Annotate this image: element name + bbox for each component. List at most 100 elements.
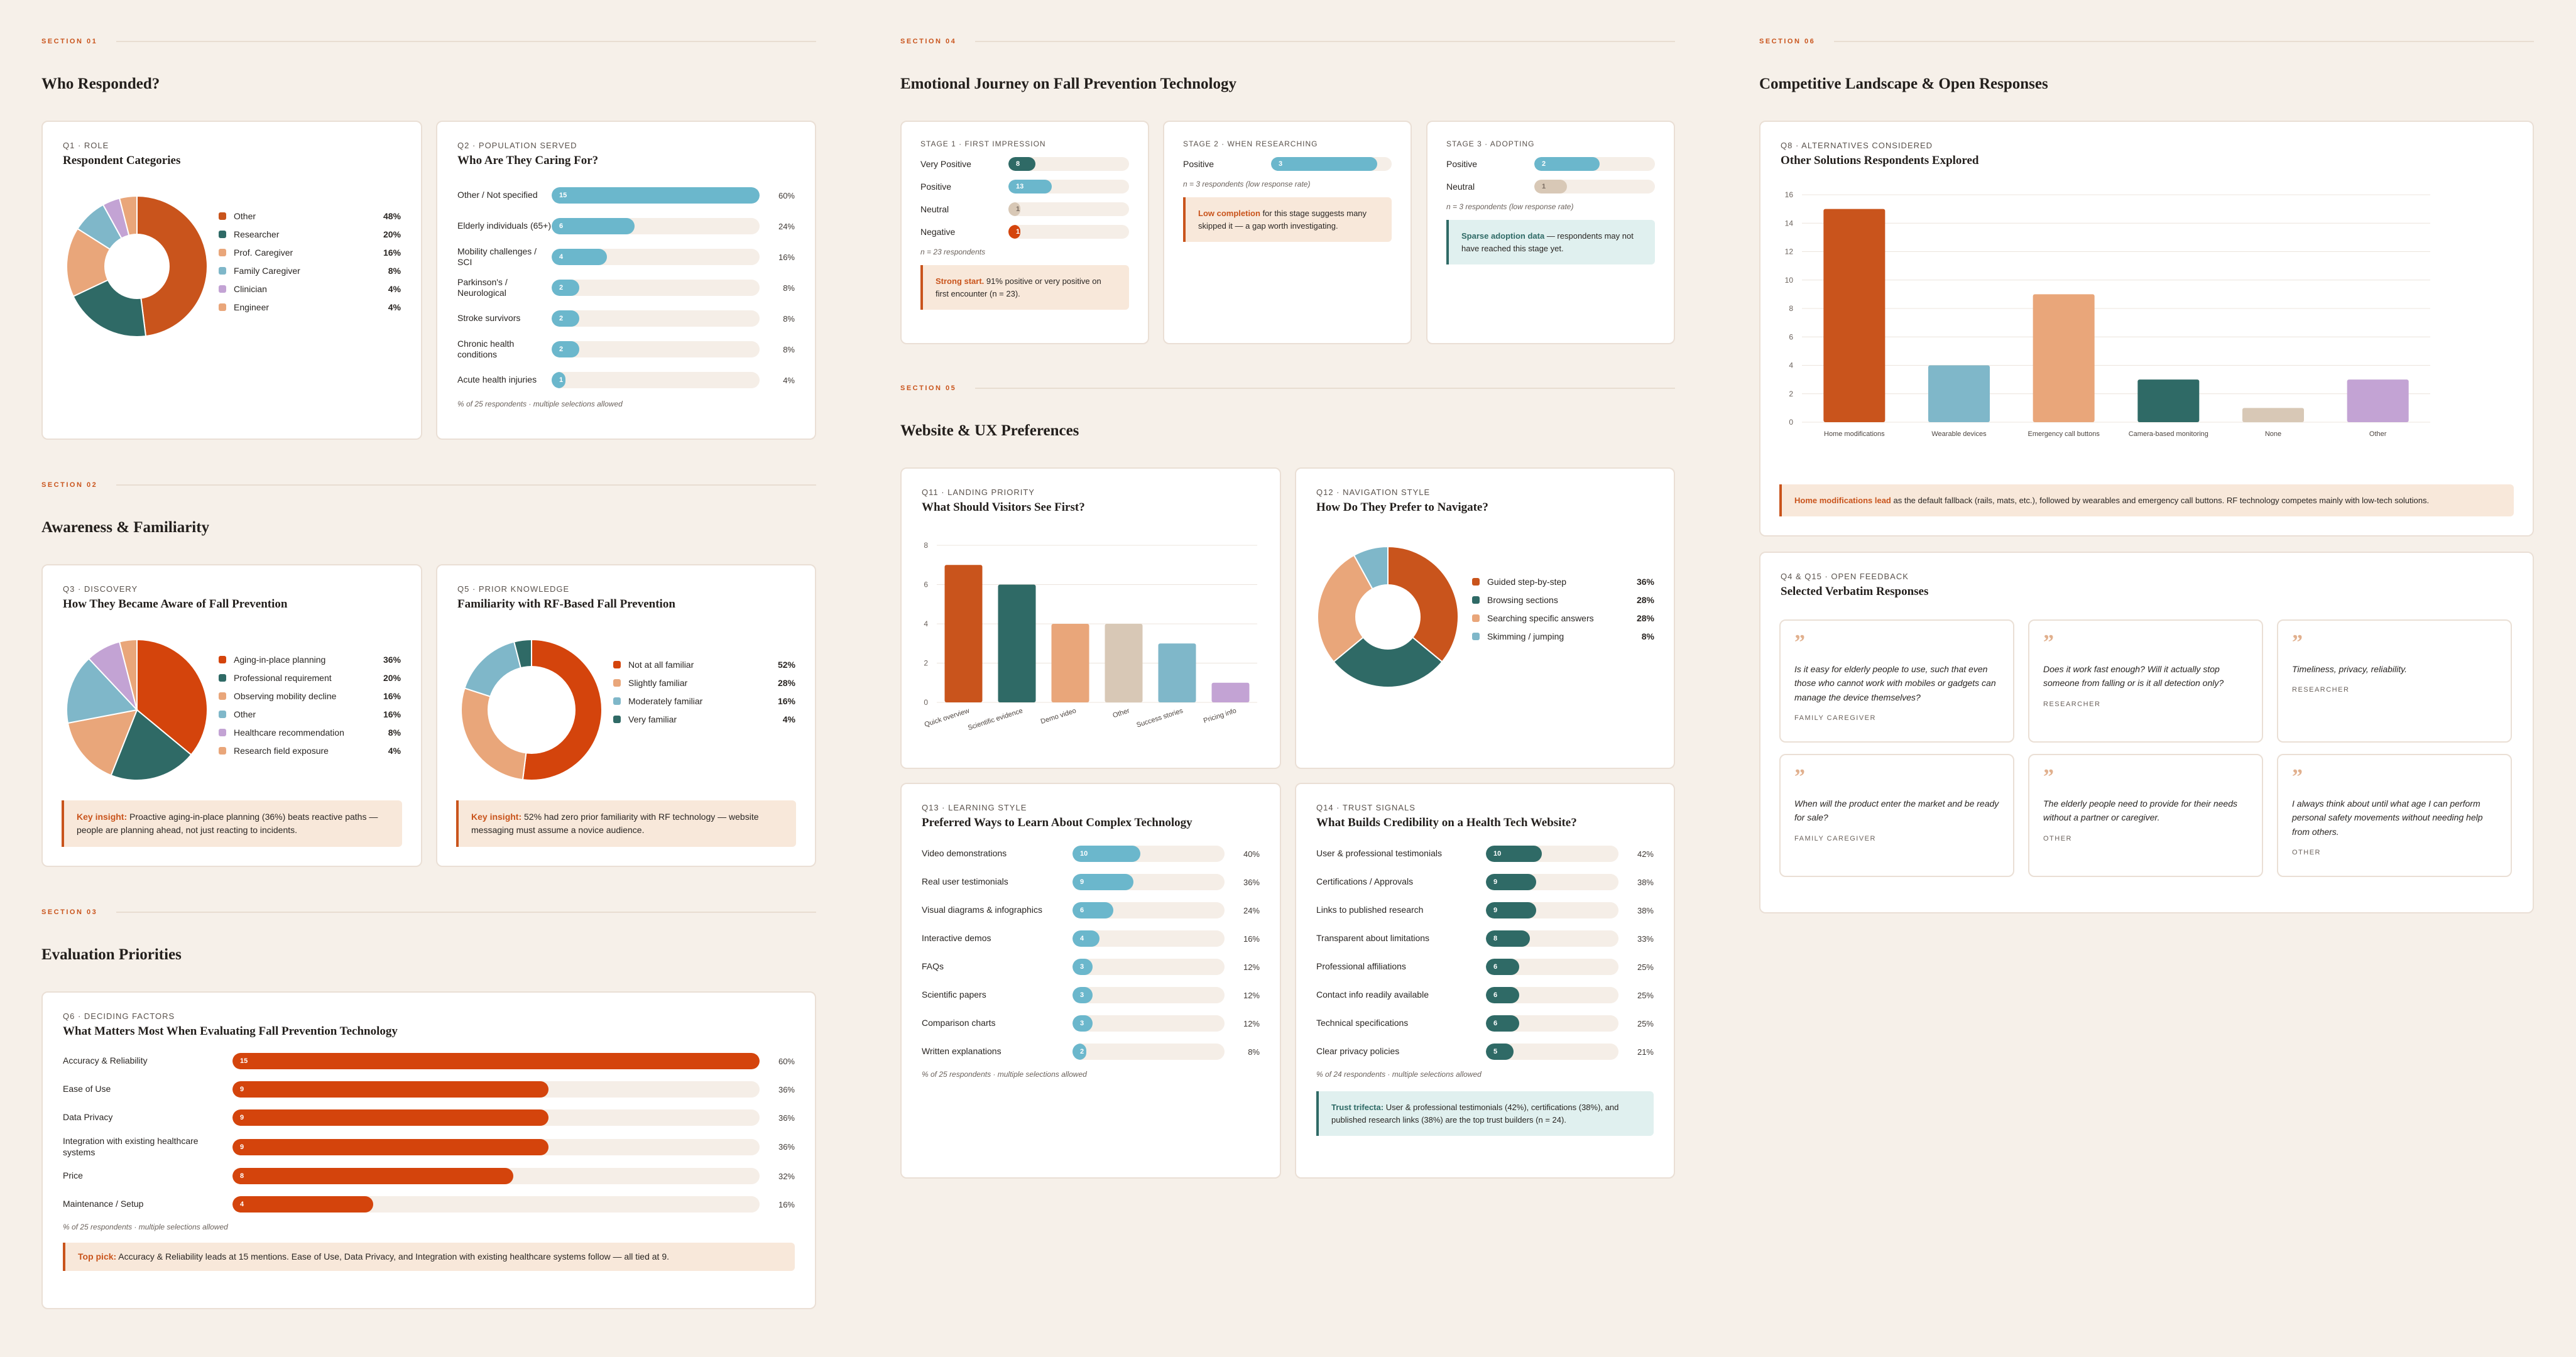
bar-row: Parkinson's / Neurological 2 8% (457, 276, 795, 299)
q5-card: Q5 · PRIOR KNOWLEDGE Familiarity with RF… (436, 564, 816, 867)
legend-percent: 8% (388, 728, 401, 738)
x-tick-label: Success stories (1135, 707, 1184, 729)
legend-label: Guided step-by-step (1487, 577, 1567, 587)
bar-track: 6 (1486, 987, 1618, 1003)
quote-card: ” The elderly people need to provide for … (2028, 754, 2263, 877)
bar-track: 4 (1072, 930, 1225, 947)
quote-role: RESEARCHER (2043, 700, 2101, 708)
bar-track: 2 (1072, 1044, 1225, 1060)
legend-label: Other (234, 211, 256, 221)
bar-row: User & professional testimonials 10 42% (1316, 844, 1654, 864)
stage-3-note: n = 3 respondents (low response rate) (1446, 202, 1574, 211)
question-label: Q14 · TRUST SIGNALS (1316, 803, 1416, 812)
quote-text: I always think about until what age I ca… (2292, 798, 2483, 837)
q1-card: Q1 · ROLE Respondent Categories Other 48%… (41, 121, 422, 440)
legend-label: Browsing sections (1487, 595, 1558, 605)
insight-key: Sparse adoption data (1461, 231, 1545, 241)
insight-key: Home modifications lead (1794, 495, 1891, 505)
x-tick-label: Pricing info (1203, 707, 1237, 724)
bar-label: Data Privacy (63, 1112, 113, 1123)
y-tick-label: 10 (1785, 276, 1794, 285)
legend-item: Browsing sections 28% (1472, 595, 1654, 605)
bar-percent: 60% (778, 1056, 795, 1066)
q2-card: Q2 · POPULATION SERVED Who Are They Cari… (436, 121, 816, 440)
q13-card: Q13 · LEARNING STYLE Preferred Ways to L… (900, 783, 1281, 1179)
bar-track: 9 (1072, 874, 1225, 890)
legend-swatch (219, 729, 226, 736)
legend-swatch (219, 249, 226, 256)
stage-row-label: Very Positive (920, 159, 971, 169)
insight-key: Key insight: (471, 812, 522, 822)
bar-percent: 21% (1637, 1047, 1654, 1057)
bar-row: Contact info readily available 6 25% (1316, 985, 1654, 1005)
legend-swatch (219, 656, 226, 663)
stage-3-insight: Sparse adoption data — respondents may n… (1446, 220, 1655, 264)
x-tick-label: Quick overview (924, 707, 971, 728)
bar-track: 15 (232, 1053, 760, 1069)
quote-mark-icon: ” (2292, 765, 2303, 788)
section-05: SECTION 05 Website & UX Preferences (900, 384, 1675, 440)
legend-swatch (219, 711, 226, 718)
legend-label: Moderately familiar (628, 696, 703, 706)
bar-fill: 6 (1072, 902, 1113, 918)
legend-percent: 8% (1641, 631, 1654, 641)
bar-fill: 9 (232, 1081, 549, 1098)
y-tick-label: 6 (924, 580, 928, 589)
y-tick-label: 16 (1785, 190, 1794, 199)
bar-label: Other / Not specified (457, 190, 538, 200)
bar-track: 1 (1008, 225, 1129, 239)
x-tick-label: Demo video (1040, 707, 1078, 726)
bar-fill: 9 (232, 1109, 549, 1126)
quote-card: ” When will the product enter the market … (1779, 754, 2014, 877)
bar-track: 2 (552, 341, 760, 357)
bar-fill: 3 (1072, 987, 1093, 1003)
insight-text: for this stage suggests many skipped it … (1198, 209, 1367, 231)
bar-percent: 38% (1637, 905, 1654, 915)
bar-percent: 16% (778, 252, 795, 262)
legend-swatch (613, 679, 621, 687)
legend-item: Aging-in-place planning 36% (219, 655, 401, 665)
bar-label: Contact info readily available (1316, 989, 1429, 1000)
insight-key: Top pick: (78, 1251, 117, 1262)
section-title: Awareness & Familiarity (41, 519, 210, 536)
legend-item: Skimming / jumping 8% (1472, 631, 1654, 641)
bar-row: Comparison charts 3 12% (922, 1013, 1260, 1033)
legend-label: Prof. Caregiver (234, 248, 293, 258)
legend-swatch (613, 661, 621, 668)
bar-label: FAQs (922, 961, 944, 972)
bar-track: 1 (1534, 180, 1655, 193)
legend-label: Not at all familiar (628, 660, 694, 670)
bar-track: 9 (232, 1138, 760, 1155)
bar-label: Interactive demos (922, 933, 991, 944)
legend-item: Researcher 20% (219, 229, 401, 239)
bar-percent: 38% (1637, 877, 1654, 887)
section-label: SECTION 04 (900, 38, 1675, 45)
stage-3-card: STAGE 3 · ADOPTING Positive 2 Neutral 1 n =… (1426, 121, 1675, 344)
bar-fill: 4 (232, 1196, 373, 1213)
stage-1-card: STAGE 1 · FIRST IMPRESSION Very Positive… (900, 121, 1149, 344)
stage-row: Positive 3 (1183, 157, 1392, 171)
q11-card: Q11 · LANDING PRIORITY What Should Visit… (900, 467, 1281, 769)
bar-track: 13 (1008, 180, 1129, 193)
bar-fill: 13 (1008, 180, 1052, 193)
bar-fill: 15 (232, 1053, 760, 1069)
bar-label: Elderly individuals (65+) (457, 221, 552, 231)
bar-track: 2 (1534, 157, 1655, 171)
legend-label: Aging-in-place planning (234, 655, 326, 665)
quote-role: FAMILY CAREGIVER (1794, 834, 1876, 842)
bar-fill: 4 (1072, 930, 1100, 947)
legend-item: Research field exposure 4% (219, 746, 401, 756)
legend-swatch (219, 231, 226, 238)
bar-fill: 1 (1008, 202, 1021, 216)
insight-key: Low completion (1198, 209, 1260, 218)
section-title: Who Responded? (41, 75, 160, 92)
bar-label: Transparent about limitations (1316, 933, 1430, 944)
question-title: What Should Visitors See First? (922, 501, 1085, 514)
bar-row: Scientific papers 3 12% (922, 985, 1260, 1005)
legend-percent: 20% (383, 673, 401, 683)
legend-item: Prof. Caregiver 16% (219, 248, 401, 258)
bar-label: Maintenance / Setup (63, 1199, 144, 1209)
bar-track: 6 (1072, 902, 1225, 918)
question-label: Q6 · DECIDING FACTORS (63, 1011, 175, 1021)
bar-track: 10 (1486, 846, 1618, 862)
